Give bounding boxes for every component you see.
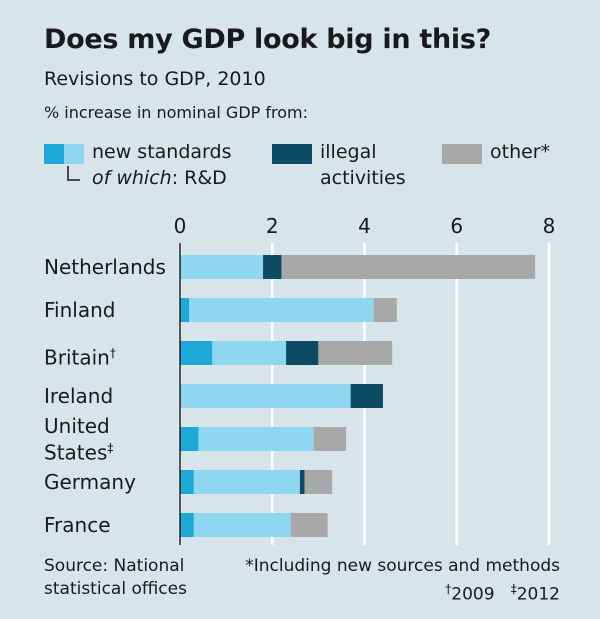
bar-segment-new-standards xyxy=(180,384,351,408)
chart-title: Does my GDP look big in this? xyxy=(44,24,491,55)
bar-segment-illegal xyxy=(299,470,305,494)
bar-segment-illegal xyxy=(350,384,383,408)
source-note: Source: National statistical offices xyxy=(44,555,187,601)
bar-segment-other xyxy=(318,341,393,365)
source-line-1: Source: National xyxy=(44,556,185,576)
dagger-year: 2009 xyxy=(451,584,495,605)
dagger-mark: † xyxy=(445,582,452,596)
legend-label-other: other* xyxy=(490,141,551,163)
legend-swatch-illegal xyxy=(272,144,312,164)
category-label: Ireland xyxy=(44,384,114,408)
bar-segment-rd xyxy=(180,298,190,322)
legend-of-which: of which xyxy=(92,167,172,189)
bar-segment-rd xyxy=(180,427,199,451)
bar-segment-rd xyxy=(180,341,213,365)
bar-segment-new-standards xyxy=(189,298,374,322)
category-label: United States‡ xyxy=(44,414,114,465)
bar-segment-other xyxy=(304,470,333,494)
bar-segment-new-standards xyxy=(180,255,264,279)
bar-segment-other xyxy=(313,427,347,451)
category-label: Netherlands xyxy=(44,255,166,279)
footnote-other: *Including new sources and methods xyxy=(245,556,560,576)
bar-segment-other xyxy=(373,298,397,322)
footnotes: *Including new sources and methods †2009… xyxy=(245,555,560,607)
legend-label-rd: of which: R&D xyxy=(92,166,227,190)
bar-segment-new-standards xyxy=(193,470,300,494)
category-label: France xyxy=(44,513,111,537)
double-dagger-year: 2012 xyxy=(516,584,560,605)
x-tick-label: 8 xyxy=(543,214,556,238)
footnote-years: †2009 ‡2012 xyxy=(245,578,560,607)
x-tick-label: 2 xyxy=(266,214,279,238)
legend-label-new-standards: new standards xyxy=(92,141,232,163)
legend-swatch-other xyxy=(442,144,482,164)
bar-segment-new-standards xyxy=(193,513,291,537)
unit-note: % increase in nominal GDP from: xyxy=(44,103,308,122)
bar-segment-new-standards xyxy=(198,427,314,451)
bar-segment-rd xyxy=(180,470,194,494)
legend-swatch-new-standards xyxy=(64,144,84,164)
x-tick-label: 6 xyxy=(450,214,463,238)
legend-rd-text: : R&D xyxy=(171,167,227,189)
bar-segment-new-standards xyxy=(212,341,287,365)
bar-segment-illegal xyxy=(263,255,282,279)
category-label: Germany xyxy=(44,470,136,494)
bar-segment-other xyxy=(281,255,536,279)
chart-subtitle: Revisions to GDP, 2010 xyxy=(44,68,266,90)
legend-label-illegal-1: illegal xyxy=(320,141,377,163)
source-line-2: statistical offices xyxy=(44,579,187,599)
legend-swatch-rd xyxy=(44,144,64,164)
category-label: Finland xyxy=(44,298,116,322)
bar-segment-illegal xyxy=(286,341,319,365)
x-tick-label: 4 xyxy=(358,214,371,238)
category-label: Britain† xyxy=(44,345,116,370)
double-dagger-mark: ‡ xyxy=(510,582,517,596)
legend-bracket-icon xyxy=(67,166,80,181)
x-tick-label: 0 xyxy=(174,214,187,238)
bar-segment-rd xyxy=(180,513,194,537)
legend-label-illegal-2: activities xyxy=(320,167,406,189)
bar-segment-other xyxy=(290,513,328,537)
